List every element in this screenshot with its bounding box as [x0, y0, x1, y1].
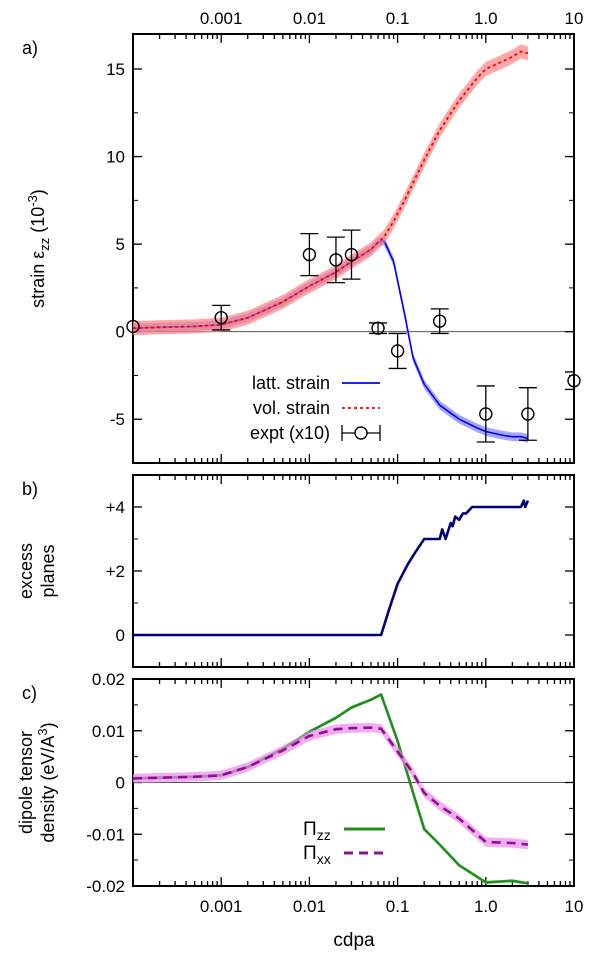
plot-frame	[132, 33, 575, 464]
uncertainty-band-vol-strain	[133, 44, 528, 336]
panel-a-strain: 0.001 0.01 0.1 1.0 10 -5 0 5 10 15 a) strain εzz (1…	[22, 9, 584, 464]
panel-b-excess-planes: 0 +2 +4 b) excess planes	[16, 474, 575, 668]
series-line-series	[133, 499, 530, 637]
series-line-vol-strain	[133, 50, 529, 330]
x-tick-label-bottom: 10	[565, 897, 584, 916]
y-axis-label-line1: excess	[16, 543, 36, 599]
x-tick-label-bottom: 0.01	[293, 897, 326, 916]
y-axis-label-line2: planes	[38, 544, 58, 597]
data-point-expt-x10	[521, 407, 535, 421]
y-axis-label-line1: dipole tensor	[16, 731, 36, 834]
y-tick-label: 0	[116, 626, 125, 645]
x-tick-label-bottom: 0.1	[386, 897, 410, 916]
x-tick-label-top: 1.0	[474, 9, 498, 28]
uncertainty-band-latt-strain	[133, 236, 528, 443]
data-point-expt-x10	[329, 253, 343, 267]
plot-area	[133, 693, 529, 885]
plot-area	[133, 499, 530, 637]
x-tick-label-top: 10	[565, 9, 584, 28]
legend-label: latt. strain	[252, 373, 330, 393]
panel-label: b)	[22, 479, 38, 499]
y-tick-label: 15	[106, 60, 125, 79]
x-tick-label-top: 0.1	[386, 9, 410, 28]
x-tick-label-top: 0.01	[293, 9, 326, 28]
data-point-expt-x10	[567, 374, 581, 388]
legend-sample	[354, 426, 368, 440]
y-axis-label: strain εzz (10-3)	[25, 189, 52, 308]
y-tick-label: +4	[106, 498, 125, 517]
plot-area	[133, 44, 574, 443]
x-tick-label-bottom: 0.001	[200, 897, 243, 916]
y-tick-label: 0	[116, 774, 125, 793]
data-point-expt-x10	[214, 310, 228, 325]
legend-label: vol. strain	[253, 398, 330, 418]
panel-label: a)	[22, 38, 38, 58]
legend-label: Πxx	[303, 843, 331, 867]
x-tick-label-bottom: 1.0	[474, 897, 498, 916]
series-line-xx	[133, 726, 529, 846]
x-axis-label: cdpa	[333, 930, 375, 951]
panel-c-dipole-tensor: -0.02 -0.01 0 0.01 0.02 c) dipole tensor densit…	[16, 670, 583, 916]
y-tick-label: 0	[116, 323, 125, 342]
data-point-expt-x10	[344, 247, 359, 262]
y-tick-label: 10	[106, 148, 125, 167]
data-point-expt-x10	[302, 247, 317, 262]
legend-label: expt (x10)	[250, 423, 330, 443]
y-tick-label: 0.02	[92, 670, 125, 689]
y-tick-label: +2	[106, 562, 125, 581]
y-tick-label: 5	[116, 235, 125, 254]
data-point-expt-x10	[432, 314, 447, 328]
y-tick-label: -0.01	[86, 825, 125, 844]
y-axis-label-line2: density (eV/A3)	[35, 722, 58, 842]
data-point-expt-x10	[479, 407, 493, 421]
data-point-expt-x10	[126, 319, 140, 334]
y-tick-label: -0.02	[86, 877, 125, 896]
data-point-expt-x10	[390, 344, 405, 358]
y-tick-label: -5	[110, 410, 125, 429]
data-point-expt-x10	[371, 321, 385, 335]
panel-label: c)	[22, 683, 37, 703]
plot-frame	[132, 474, 575, 668]
x-tick-label-top: 0.001	[200, 9, 243, 28]
legend-label: Πzz	[303, 819, 331, 843]
y-tick-label: 0.01	[92, 722, 125, 741]
